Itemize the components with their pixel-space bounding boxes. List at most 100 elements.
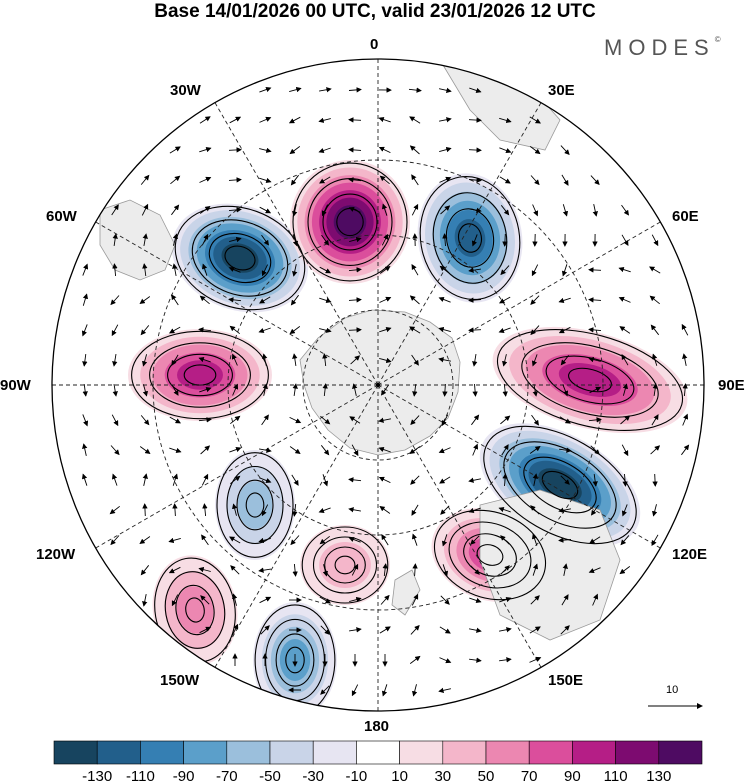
wind-arrow xyxy=(228,266,241,273)
wind-arrow xyxy=(82,354,88,367)
wind-arrow xyxy=(319,297,332,304)
lon-label-30w: 30W xyxy=(170,82,201,99)
wind-arrow xyxy=(502,473,508,487)
wind-arrow xyxy=(348,267,362,273)
meridian-line xyxy=(214,384,379,668)
wind-arrow xyxy=(380,594,390,605)
wind-arrow xyxy=(259,206,272,214)
wind-arrow xyxy=(111,204,119,216)
wind-arrow xyxy=(230,565,240,575)
wind-arrow xyxy=(468,327,482,333)
wind-arrow xyxy=(348,507,361,513)
wind-arrow xyxy=(170,175,181,185)
streamline-high-150e xyxy=(448,521,532,589)
wind-arrow xyxy=(109,505,120,515)
wind-arrow xyxy=(531,264,539,277)
wind-arrow xyxy=(232,503,238,516)
wind-arrow xyxy=(588,327,602,333)
wind-arrow xyxy=(230,475,241,485)
streamline-low-20e xyxy=(419,175,521,301)
wind-arrow xyxy=(228,297,242,303)
streamline-high-180 xyxy=(312,536,378,594)
wind-arrow xyxy=(262,353,268,366)
wind-vectors xyxy=(81,86,690,697)
wind-arrow xyxy=(469,207,482,213)
lon-label-180: 180 xyxy=(364,718,390,735)
wind-arrow xyxy=(560,145,570,156)
wind-arrow xyxy=(409,116,421,124)
wind-arrow xyxy=(562,563,568,576)
streamline-low-110e xyxy=(541,470,579,500)
meridian-line xyxy=(95,221,379,386)
streamline-low-20e xyxy=(445,208,495,268)
wind-arrow xyxy=(200,595,210,605)
colorbar-tick-label: -90 xyxy=(173,768,195,783)
wind-arrow xyxy=(442,383,448,397)
streamline-high-150e xyxy=(476,544,504,566)
wind-arrow xyxy=(409,145,420,155)
wind-arrow xyxy=(469,657,482,663)
wind-arrow xyxy=(139,446,151,455)
wind-arrow xyxy=(499,176,511,184)
wind-arrow xyxy=(560,355,570,366)
wind-arrow xyxy=(140,415,150,426)
wind-arrow xyxy=(292,234,299,247)
wind-arrow xyxy=(409,326,421,334)
wind-arrow xyxy=(318,507,331,514)
streamline-high-30w xyxy=(322,193,378,251)
streamline-high-150w xyxy=(185,597,205,623)
wind-arrow xyxy=(292,204,298,217)
wind-arrow xyxy=(351,444,359,457)
wind-arrow xyxy=(322,564,328,577)
wind-arrow xyxy=(468,147,482,153)
wind-arrow xyxy=(229,536,241,544)
wind-arrow xyxy=(438,296,451,303)
anomaly-fill-high-180 xyxy=(319,542,371,588)
colorbar-tick-label: -110 xyxy=(126,768,155,783)
wind-arrow xyxy=(470,535,480,545)
wind-arrow xyxy=(319,87,332,93)
wind-arrow xyxy=(352,383,358,396)
wind-arrow xyxy=(381,684,388,697)
south-pole-marker xyxy=(376,383,380,387)
wind-arrow xyxy=(622,383,629,396)
wind-arrow xyxy=(590,445,600,455)
wind-arrow xyxy=(201,534,209,546)
wind-arrow xyxy=(529,445,541,454)
streamline-low-110e xyxy=(483,425,637,545)
wind-arrow xyxy=(652,473,658,487)
wind-arrow xyxy=(292,353,298,366)
wind-arrow xyxy=(291,474,299,486)
modes-logo: MODES© xyxy=(604,35,721,60)
wind-arrow xyxy=(502,383,508,397)
wind-arrow xyxy=(229,116,242,124)
wind-arrow xyxy=(319,327,332,333)
wind-arrow xyxy=(620,415,631,425)
wind-arrow xyxy=(198,567,211,573)
lon-label-150e: 150E xyxy=(548,672,584,689)
colorbar-swatch xyxy=(356,740,400,765)
wind-arrow xyxy=(140,174,150,185)
wind-arrow xyxy=(292,383,298,396)
wind-arrow xyxy=(378,417,391,423)
wind-arrow xyxy=(438,687,451,693)
wind-arrow xyxy=(468,297,482,303)
wind-arrow xyxy=(320,625,330,635)
wind-arrow xyxy=(439,117,452,123)
new-zealand xyxy=(391,569,421,616)
wind-arrow xyxy=(652,504,658,517)
wind-arrow xyxy=(349,236,362,243)
wind-arrow xyxy=(500,565,510,575)
wind-arrow xyxy=(171,294,179,306)
wind-arrow xyxy=(82,384,88,397)
wind-arrow xyxy=(561,174,569,186)
wind-arrow xyxy=(682,413,689,426)
wind-arrow xyxy=(621,504,628,517)
wind-arrow xyxy=(590,175,600,186)
wind-arrow xyxy=(470,565,480,575)
colorbar-swatch xyxy=(96,740,141,765)
wind-arrow xyxy=(290,535,300,546)
wind-arrow xyxy=(348,147,362,153)
wind-arrow xyxy=(381,534,389,546)
